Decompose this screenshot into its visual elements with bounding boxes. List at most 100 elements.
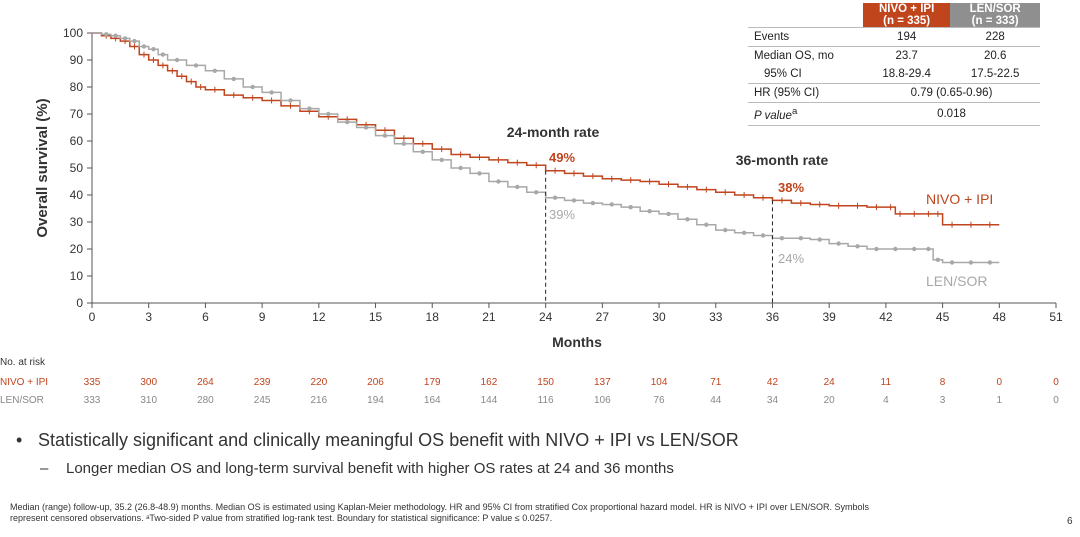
censor-mark-len (344, 119, 350, 125)
y-tick-label: 90 (70, 53, 84, 67)
stats-row-median: Median OS, mo 23.7 20.6 (748, 46, 1040, 65)
rate36-nivo-value: 38% (778, 180, 804, 195)
y-tick-label: 10 (70, 269, 84, 283)
censor-mark-len (741, 230, 747, 235)
at-risk-value-len: 20 (824, 395, 836, 406)
stats-row-ci: 95% CI 18.8-29.4 17.5-22.5 (748, 65, 1040, 84)
main-bullet: • Statistically significant and clinicall… (16, 430, 739, 451)
stats-header-nivo-name: NIVO + IPI (878, 3, 935, 15)
censor-mark-len (968, 260, 974, 265)
at-risk-value-nivo: 8 (940, 377, 946, 388)
at-risk-value-nivo: 179 (424, 377, 441, 388)
stats-p-sup: a (791, 106, 798, 117)
censor-mark-len (609, 202, 615, 207)
stats-events-label: Events (748, 27, 863, 47)
rate36-label: 36-month rate (736, 152, 829, 168)
y-tick-label: 60 (70, 134, 84, 148)
stats-ci-len: 17.5-22.5 (970, 68, 1020, 80)
stats-header-nivo-n: (n = 335) (883, 15, 931, 27)
stats-p-label-cell: P valuea (748, 102, 863, 126)
stats-header-nivo: NIVO + IPI (n = 335) (862, 3, 951, 28)
censor-mark-len (590, 200, 596, 206)
censor-mark-len (401, 141, 407, 146)
censor-mark-len (477, 171, 482, 176)
x-tick-label: 15 (369, 310, 383, 324)
censor-mark-len (723, 227, 728, 233)
censor-mark-len (231, 76, 236, 82)
x-tick-label: 30 (652, 310, 666, 324)
censor-mark-len (874, 246, 879, 252)
stats-events-len: 228 (950, 27, 1040, 47)
x-tick-label: 0 (89, 310, 96, 324)
rate24-nivo-value: 49% (549, 150, 575, 165)
y-tick-label: 20 (70, 242, 84, 256)
stats-table: NIVO + IPI (n = 335) LEN/SOR (n = 333) E… (748, 3, 1040, 126)
stats-events-nivo: 194 (862, 27, 951, 47)
stats-ci-label: 95% CI (764, 68, 802, 80)
censor-mark-len (704, 222, 709, 227)
censor-mark-len (269, 90, 274, 95)
bullet-text: Statistically significant and clinically… (38, 430, 739, 450)
censor-mark-len (458, 165, 463, 171)
censor-mark-len (571, 198, 577, 203)
censor-mark-len (893, 246, 898, 252)
stats-corner (748, 3, 863, 28)
censor-mark-len (515, 184, 520, 190)
x-axis-title: Months (552, 334, 602, 350)
at-risk-value-nivo: 264 (197, 377, 214, 388)
censor-mark-len (382, 133, 388, 138)
censor-mark-len (855, 244, 860, 249)
censor-mark-len (132, 38, 137, 44)
x-tick-label: 24 (539, 310, 553, 324)
stats-hr-value: 0.79 (0.65-0.96) (862, 83, 1040, 103)
x-tick-label: 51 (1049, 310, 1063, 324)
at-risk-value-len: 280 (197, 395, 214, 406)
x-tick-label: 42 (879, 310, 893, 324)
x-tick-label: 9 (259, 310, 266, 324)
at-risk-value-len: 0 (1053, 395, 1059, 406)
at-risk-value-len: 3 (940, 395, 946, 406)
censor-mark-len (836, 241, 841, 246)
censor-mark-len (160, 52, 166, 57)
at-risk-value-nivo: 300 (140, 377, 157, 388)
page-number: 6 (1067, 516, 1073, 527)
censor-mark-len (326, 111, 331, 117)
rate24-label: 24-month rate (507, 124, 600, 140)
stats-row-p: P valuea 0.018 (748, 102, 1040, 126)
rate36-len-value: 24% (778, 251, 804, 266)
at-risk-value-len: 164 (424, 395, 441, 406)
at-risk-value-nivo: 220 (310, 377, 327, 388)
y-tick-label: 40 (70, 188, 84, 202)
censor-mark-len (363, 125, 369, 130)
stats-p-label: P value (754, 109, 792, 122)
stats-hr-label: HR (95% CI) (748, 83, 863, 103)
len-line-label: LEN/SOR (926, 273, 987, 289)
x-tick-label: 12 (312, 310, 326, 324)
at-risk-value-len: 116 (538, 395, 554, 406)
at-risk-value-len: 310 (140, 395, 157, 406)
at-risk-label-nivo: NIVO + IPI (0, 377, 48, 388)
x-tick-label: 21 (482, 310, 496, 324)
censor-mark-len (628, 204, 633, 210)
at-risk-value-len: 106 (594, 395, 611, 406)
x-tick-label: 45 (936, 310, 950, 324)
at-risk-value-nivo: 104 (651, 377, 668, 388)
at-risk-value-nivo: 137 (594, 377, 611, 388)
rate24-len-value: 39% (549, 207, 575, 222)
censor-mark-len (250, 84, 255, 90)
x-tick-label: 48 (993, 310, 1007, 324)
nivo-line-label: NIVO + IPI (926, 191, 993, 207)
at-risk-value-len: 34 (767, 395, 779, 406)
y-tick-label: 100 (63, 26, 83, 40)
at-risk-value-nivo: 206 (367, 377, 384, 388)
stats-ci-nivo: 18.8-29.4 (882, 68, 931, 80)
censor-mark-len (926, 246, 931, 252)
at-risk-value-len: 194 (367, 395, 384, 406)
censor-mark-len (987, 260, 993, 265)
censor-mark-len (533, 190, 539, 195)
at-risk-label-len: LEN/SOR (0, 395, 44, 406)
footnote-line-1: Median (range) follow-up, 35.2 (26.8-48.… (10, 502, 869, 512)
at-risk-title: No. at risk (0, 357, 46, 368)
stats-median-label: Median OS, mo (748, 46, 863, 65)
